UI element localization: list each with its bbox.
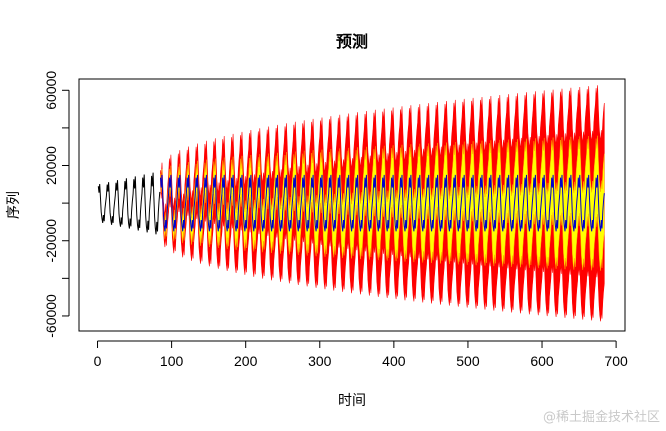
observed-series-line (97, 172, 161, 235)
x-tick-label: 300 (308, 353, 332, 369)
forecast-mean-line (160, 174, 605, 232)
x-axis: 0 100 200 300 400 500 600 700 (94, 340, 628, 369)
y-tick-label: -20000 (43, 219, 59, 263)
x-tick-label: 600 (530, 353, 554, 369)
x-tick-label: 0 (94, 353, 102, 369)
watermark: @稀土掘金技术社区 (542, 410, 660, 425)
y-tick-label: 20000 (43, 146, 59, 185)
interval-80-band (160, 135, 605, 271)
x-tick-label: 400 (382, 353, 406, 369)
x-axis-label: 时间 (338, 393, 366, 409)
y-axis: -60000 -20000 20000 60000 (43, 71, 70, 338)
chart-title: 预测 (336, 32, 368, 51)
x-tick-label: 200 (234, 353, 258, 369)
x-tick-label: 100 (160, 353, 184, 369)
prediction-interval-80 (160, 135, 605, 271)
forecast-line (160, 174, 605, 232)
plot-frame (78, 78, 626, 332)
y-tick-label: -60000 (43, 294, 59, 338)
observed-line (97, 172, 161, 235)
x-tick-label: 700 (604, 353, 628, 369)
y-tick-label: 60000 (43, 71, 59, 110)
x-tick-label: 500 (456, 353, 480, 369)
y-axis-label: 序列 (6, 191, 22, 219)
